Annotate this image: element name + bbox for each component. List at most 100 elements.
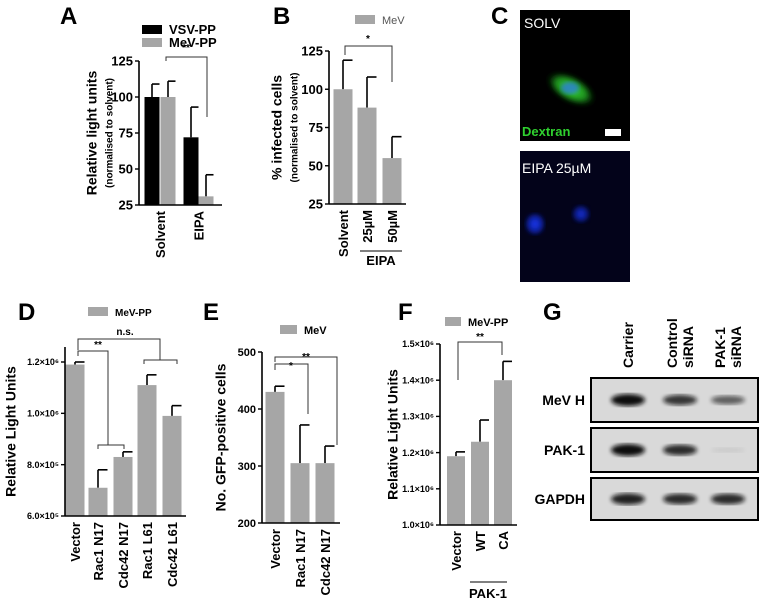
blot-column-label: siRNA (728, 326, 744, 368)
bar (265, 391, 285, 523)
blot-band (663, 493, 697, 505)
panel-letter-b: B (273, 3, 290, 30)
blot-row-gapdh: GAPDH (534, 477, 759, 521)
legend-swatch (142, 38, 162, 47)
y-axis-label: No. GFP-positive cells (213, 363, 229, 511)
blot-band (711, 395, 745, 405)
blot-row-label: GAPDH (534, 491, 585, 507)
bar (333, 89, 353, 204)
legend-swatch (445, 317, 461, 326)
panel-letter-c: C (491, 3, 508, 30)
blot-band (611, 394, 645, 406)
panel-letter-e: E (203, 299, 219, 326)
y-tick-label: 500 (238, 347, 256, 359)
legend-label: MeV-PP (115, 308, 152, 319)
micrograph-label: SOLV (524, 15, 561, 31)
x-tick-label: Solvent (153, 210, 168, 258)
significance-label: * (289, 361, 293, 372)
legend-swatch (355, 15, 375, 24)
y-axis-label: Relative Light Units (3, 366, 19, 497)
significance-bracket (344, 45, 393, 82)
legend-swatch (88, 307, 108, 316)
blot-row-label: PAK-1 (544, 442, 585, 458)
blot-column-label: siRNA (680, 326, 696, 368)
x-tick-label: CA (496, 530, 511, 549)
y-tick-label: 400 (238, 404, 256, 416)
x-tick-label: Vector (449, 531, 464, 571)
significance-bracket (97, 444, 125, 449)
y-axis-sublabel: (normalised to solvent) (290, 72, 301, 182)
bar (183, 137, 199, 205)
bar (471, 441, 489, 525)
x-tick-label: WT (473, 531, 488, 551)
panel-letter-d: D (18, 299, 35, 326)
bar (137, 385, 157, 516)
bar (162, 415, 182, 516)
blot-band (611, 493, 645, 505)
legend-label: MeV (304, 325, 327, 337)
blot-column-label: PAK-1 (712, 327, 728, 368)
x-tick-label: Cdc42 L61 (165, 522, 180, 587)
y-axis-label: Relative light units (84, 71, 100, 196)
bar-charts: 25 50 75 100 125 Solvent EIPA Relative light un… (3, 15, 517, 601)
bar (447, 456, 465, 525)
group-label: EIPA (366, 253, 396, 268)
y-tick-label: 100 (301, 82, 323, 97)
blot-band (663, 444, 697, 456)
bar (160, 97, 176, 205)
legend-label: VSV-PP (169, 22, 216, 37)
y-tick-label: 125 (301, 44, 323, 59)
chart-panel-d: 6.0×10⁵ 8.0×10⁵ 1.0×10⁶ 1.2×10⁶ Vector Rac1 N… (3, 307, 186, 588)
y-tick-label: 1.1×10⁶ (402, 484, 434, 494)
blot-band (711, 493, 745, 505)
legend-label: MeV-PP (169, 35, 217, 50)
y-axis-label: % infected cells (269, 75, 285, 180)
bar (315, 463, 335, 523)
y-axis-sublabel: (normalised to solvent) (105, 78, 116, 188)
y-tick-label: 1.0×10⁶ (27, 408, 59, 418)
y-tick-label: 25 (309, 197, 323, 212)
significance-label: * (366, 34, 370, 45)
x-tick-label: Rac1 N17 (91, 522, 106, 581)
significance-label: n.s. (116, 327, 133, 338)
nucleus (526, 214, 544, 234)
blot-band (611, 444, 645, 456)
y-tick-label: 1.2×10⁶ (402, 448, 434, 458)
x-tick-label: 50µM (385, 210, 400, 243)
bar (88, 487, 108, 516)
bar (113, 456, 133, 516)
stain-label: Dextran (522, 124, 570, 139)
blot-column-label: Carrier (620, 322, 636, 368)
bar (65, 364, 85, 516)
y-tick-label: 200 (238, 518, 256, 530)
x-tick-label: 25µM (360, 210, 375, 243)
blot-row-label: MeV H (542, 392, 585, 408)
blot-band (663, 394, 697, 406)
legend-label: MeV (382, 15, 405, 27)
y-tick-label: 75 (309, 120, 323, 135)
micrograph-solvent: SOLV Dextran (520, 10, 630, 141)
significance-bracket (143, 359, 178, 364)
cell-nucleus (561, 82, 579, 94)
significance-bracket (457, 341, 503, 380)
chart-panel-e: 200 300 400 500 Vector Rac1 N17 Cdc42 N17 No. G… (213, 325, 340, 595)
microscopy-panel: SOLV Dextran EIPA 25µM (520, 10, 630, 282)
y-tick-label: 1.0×10⁶ (402, 520, 434, 530)
micrograph-label: EIPA 25µM (522, 160, 591, 176)
y-tick-label: 1.5×10⁶ (402, 339, 434, 349)
y-tick-label: 300 (238, 461, 256, 473)
panel-letter-g: G (543, 299, 562, 326)
bar (494, 380, 512, 525)
bar (198, 196, 214, 205)
blot-column-label: Control (664, 318, 680, 368)
x-tick-label: EIPA (192, 210, 207, 240)
significance-bracket (77, 350, 109, 445)
group-label: PAK-1 (469, 586, 507, 601)
legend-swatch (142, 25, 162, 34)
y-tick-label: 6.0×10⁵ (27, 511, 59, 521)
x-tick-label: Rac1 N17 (293, 529, 308, 588)
y-tick-label: 50 (309, 158, 323, 173)
bar (382, 158, 402, 204)
legend-swatch (280, 325, 297, 334)
legend-label: MeV-PP (468, 317, 508, 329)
